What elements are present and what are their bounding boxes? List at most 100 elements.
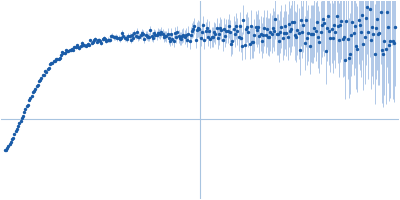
Point bbox=[88, 41, 95, 44]
Point bbox=[210, 36, 216, 39]
Point bbox=[81, 44, 88, 47]
Point bbox=[214, 36, 221, 40]
Point bbox=[321, 22, 328, 25]
Point bbox=[324, 26, 330, 30]
Point bbox=[164, 32, 171, 35]
Point bbox=[9, 138, 15, 141]
Point bbox=[19, 116, 25, 120]
Point bbox=[391, 42, 397, 45]
Point bbox=[357, 24, 363, 27]
Point bbox=[110, 36, 117, 39]
Point bbox=[120, 34, 127, 37]
Point bbox=[124, 37, 130, 41]
Point bbox=[55, 57, 62, 61]
Point bbox=[56, 57, 63, 60]
Point bbox=[355, 19, 362, 22]
Point bbox=[326, 30, 332, 33]
Point bbox=[114, 36, 120, 40]
Point bbox=[288, 27, 294, 30]
Point bbox=[233, 24, 239, 28]
Point bbox=[6, 143, 13, 146]
Point bbox=[30, 90, 36, 93]
Point bbox=[338, 19, 345, 23]
Point bbox=[50, 59, 57, 63]
Point bbox=[379, 48, 385, 52]
Point bbox=[153, 34, 160, 37]
Point bbox=[174, 31, 180, 34]
Point bbox=[205, 35, 211, 38]
Point bbox=[350, 31, 357, 35]
Point bbox=[200, 23, 206, 26]
Point bbox=[302, 42, 308, 45]
Point bbox=[320, 17, 326, 20]
Point bbox=[86, 43, 92, 46]
Point bbox=[328, 27, 335, 30]
Point bbox=[79, 41, 85, 44]
Point bbox=[185, 32, 192, 35]
Point bbox=[157, 32, 164, 35]
Point bbox=[150, 36, 156, 39]
Point bbox=[299, 30, 306, 34]
Point bbox=[278, 25, 285, 28]
Point bbox=[3, 148, 9, 151]
Point bbox=[240, 18, 247, 21]
Point bbox=[76, 47, 82, 50]
Point bbox=[223, 29, 230, 32]
Point bbox=[366, 7, 373, 10]
Point bbox=[46, 67, 52, 70]
Point bbox=[331, 23, 337, 26]
Point bbox=[255, 25, 261, 28]
Point bbox=[108, 35, 114, 38]
Point bbox=[40, 73, 46, 76]
Point bbox=[369, 26, 375, 29]
Point bbox=[142, 34, 149, 37]
Point bbox=[38, 76, 45, 80]
Point bbox=[41, 73, 47, 77]
Point bbox=[64, 50, 70, 53]
Point bbox=[330, 36, 336, 39]
Point bbox=[310, 32, 316, 36]
Point bbox=[201, 39, 208, 42]
Point bbox=[104, 38, 111, 41]
Point bbox=[343, 19, 350, 23]
Point bbox=[358, 31, 364, 34]
Point bbox=[135, 36, 141, 39]
Point bbox=[251, 33, 258, 37]
Point bbox=[146, 36, 152, 39]
Point bbox=[125, 34, 132, 38]
Point bbox=[295, 32, 302, 35]
Point bbox=[261, 27, 268, 30]
Point bbox=[154, 31, 161, 34]
Point bbox=[115, 36, 122, 40]
Point bbox=[101, 37, 107, 40]
Point bbox=[10, 137, 16, 140]
Point bbox=[265, 35, 271, 38]
Point bbox=[236, 25, 243, 28]
Point bbox=[123, 37, 129, 40]
Point bbox=[196, 28, 202, 31]
Point bbox=[75, 45, 81, 48]
Point bbox=[364, 5, 370, 9]
Point bbox=[287, 30, 293, 33]
Point bbox=[252, 26, 259, 29]
Point bbox=[333, 14, 340, 18]
Point bbox=[100, 37, 106, 41]
Point bbox=[148, 35, 155, 38]
Point bbox=[103, 40, 110, 43]
Point bbox=[129, 34, 135, 37]
Point bbox=[390, 39, 396, 43]
Point bbox=[204, 26, 210, 30]
Point bbox=[167, 39, 173, 42]
Point bbox=[70, 48, 76, 52]
Point bbox=[194, 29, 200, 32]
Point bbox=[267, 31, 274, 34]
Point bbox=[166, 37, 172, 40]
Point bbox=[98, 42, 105, 45]
Point bbox=[325, 14, 331, 18]
Point bbox=[168, 33, 174, 36]
Point bbox=[266, 35, 272, 39]
Point bbox=[270, 26, 276, 29]
Point bbox=[170, 40, 177, 43]
Point bbox=[340, 37, 346, 40]
Point bbox=[308, 32, 314, 35]
